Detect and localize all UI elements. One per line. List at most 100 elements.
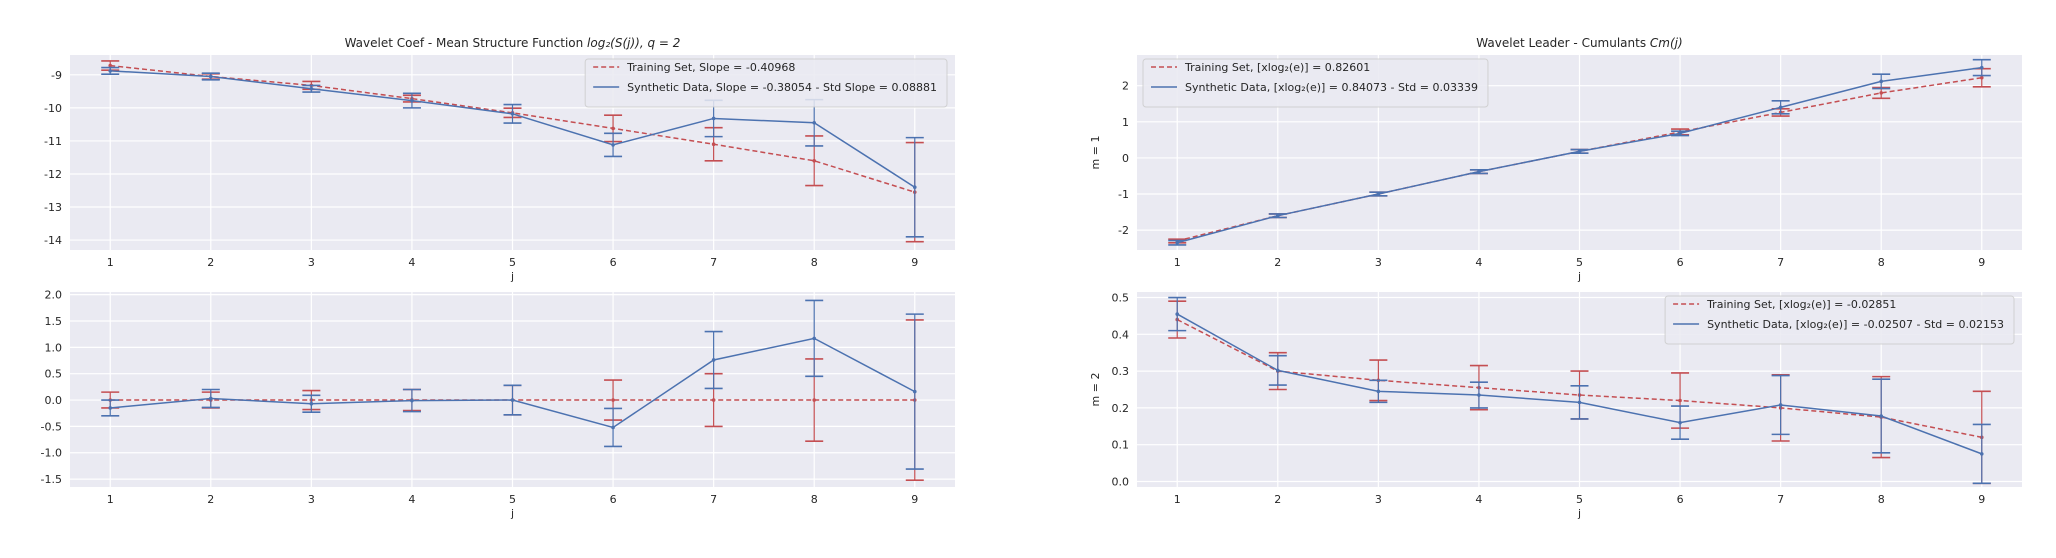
y-tick-label: 0.0 xyxy=(45,394,63,407)
data-point xyxy=(1778,403,1783,407)
y-tick-label: -0.5 xyxy=(41,420,62,433)
x-axis-label: j xyxy=(1577,270,1581,283)
y-tick-label: 0.5 xyxy=(1112,292,1130,305)
x-tick-label: 4 xyxy=(408,493,415,506)
data-point xyxy=(309,401,314,406)
data-point xyxy=(108,406,113,410)
data-point xyxy=(1275,368,1280,373)
x-tick-label: 6 xyxy=(610,256,617,269)
series-line xyxy=(110,64,915,193)
x-tick-label: 5 xyxy=(509,493,516,506)
data-point xyxy=(108,69,113,73)
y-tick-label: 0.2 xyxy=(1112,402,1130,415)
legend-box xyxy=(1142,58,1489,108)
y-tick-label: -10 xyxy=(44,102,62,115)
data-point xyxy=(1577,400,1582,405)
data-point xyxy=(611,126,615,131)
data-point xyxy=(1678,131,1682,136)
y-tick-label: -1 xyxy=(1118,188,1129,201)
x-tick-label: 8 xyxy=(811,493,818,506)
x-tick-label: 2 xyxy=(207,493,214,506)
x-tick-label: 7 xyxy=(1777,493,1784,506)
x-tick-label: 9 xyxy=(1978,256,1985,269)
data-point xyxy=(1979,65,1984,70)
data-point xyxy=(510,398,515,402)
data-point xyxy=(711,398,716,402)
data-point xyxy=(912,389,917,394)
data-point xyxy=(611,398,615,402)
legend-entry: Synthetic Data, Slope = -0.38054 - Std S… xyxy=(627,81,937,94)
legend: Training Set, [xlog₂(e)] = -0.02851 Synth… xyxy=(1664,295,2015,345)
x-tick-label: 5 xyxy=(1576,493,1583,506)
x-tick-label: 3 xyxy=(1375,493,1382,506)
data-point xyxy=(812,120,817,125)
panel-3: 1 2 3 4 5 6 7 8 9 2 1 0 -1 -2 Wavelet Leader - Cumulan… xyxy=(1089,36,2022,283)
data-point xyxy=(711,142,716,147)
x-tick-label: 7 xyxy=(1777,256,1784,269)
x-tick-label: 3 xyxy=(308,493,315,506)
y-tick-label: 0.1 xyxy=(1112,439,1130,452)
x-tick-label: 3 xyxy=(1375,256,1382,269)
legend-entry: Training Set, [xlog₂(e)] = 0.82601 xyxy=(1184,61,1370,74)
y-tick-label: 1.5 xyxy=(45,315,63,328)
x-tick-label: 1 xyxy=(107,493,114,506)
data-point xyxy=(1175,312,1180,316)
data-point xyxy=(912,185,917,190)
legend: Training Set, [xlog₂(e)] = 0.82601 Synthe… xyxy=(1142,58,1489,108)
data-point xyxy=(711,116,716,121)
data-point xyxy=(812,398,817,402)
x-tick-label: 5 xyxy=(509,256,516,269)
x-tick-label: 4 xyxy=(1475,256,1482,269)
x-tick-label: 8 xyxy=(1878,256,1885,269)
x-tick-label: 2 xyxy=(1274,493,1281,506)
data-point xyxy=(208,396,213,401)
x-axis-label: j xyxy=(510,507,514,520)
y-tick-label: 1.0 xyxy=(45,341,63,354)
data-point xyxy=(812,336,817,341)
y-tick-label: 1 xyxy=(1122,116,1129,129)
data-point xyxy=(1477,169,1481,174)
y-tick-label: -12 xyxy=(44,168,62,181)
data-point xyxy=(1376,389,1381,394)
chart-title: Wavelet Leader - Cumulants Cm(j) xyxy=(1476,36,1682,50)
data-point xyxy=(611,143,615,147)
y-tick-label: -11 xyxy=(44,135,62,148)
y-tick-label: 0.0 xyxy=(1112,475,1130,488)
legend-box xyxy=(584,58,948,108)
y-tick-label: -1.0 xyxy=(41,447,62,460)
y-tick-label: -13 xyxy=(44,201,62,214)
x-tick-label: 4 xyxy=(408,256,415,269)
data-point xyxy=(1879,79,1884,84)
data-point xyxy=(611,425,615,430)
data-point xyxy=(510,112,515,116)
x-tick-label: 9 xyxy=(911,256,918,269)
y-tick-label: 0.3 xyxy=(1112,365,1130,378)
y-axis-label: m = 2 xyxy=(1089,373,1102,407)
series-synthetic xyxy=(1168,296,1991,485)
data-point xyxy=(1879,91,1884,95)
legend: Training Set, Slope = -0.40968 Synthetic … xyxy=(584,58,948,108)
legend-box xyxy=(1664,295,2015,345)
y-tick-label: 0 xyxy=(1122,152,1129,165)
legend-entry: Training Set, [xlog₂(e)] = -0.02851 xyxy=(1706,298,1896,311)
x-tick-label: 2 xyxy=(1274,256,1281,269)
x-axis-label: j xyxy=(510,270,514,283)
x-tick-label: 7 xyxy=(710,493,717,506)
x-tick-label: 4 xyxy=(1475,493,1482,506)
y-tick-label: 0.4 xyxy=(1112,328,1130,341)
data-point xyxy=(1175,240,1180,245)
data-point xyxy=(1879,414,1884,418)
series-synthetic xyxy=(101,66,924,238)
x-tick-label: 2 xyxy=(207,256,214,269)
data-point xyxy=(410,398,414,403)
y-axis-label: m = 1 xyxy=(1089,136,1102,170)
data-point xyxy=(1678,420,1682,425)
data-point xyxy=(410,98,414,103)
data-point xyxy=(1778,105,1783,110)
data-point xyxy=(1376,192,1381,196)
series-line xyxy=(1176,318,1982,439)
legend-entry: Synthetic Data, [xlog₂(e)] = 0.84073 - S… xyxy=(1185,81,1478,94)
x-tick-label: 9 xyxy=(1978,493,1985,506)
x-tick-label: 3 xyxy=(308,256,315,269)
